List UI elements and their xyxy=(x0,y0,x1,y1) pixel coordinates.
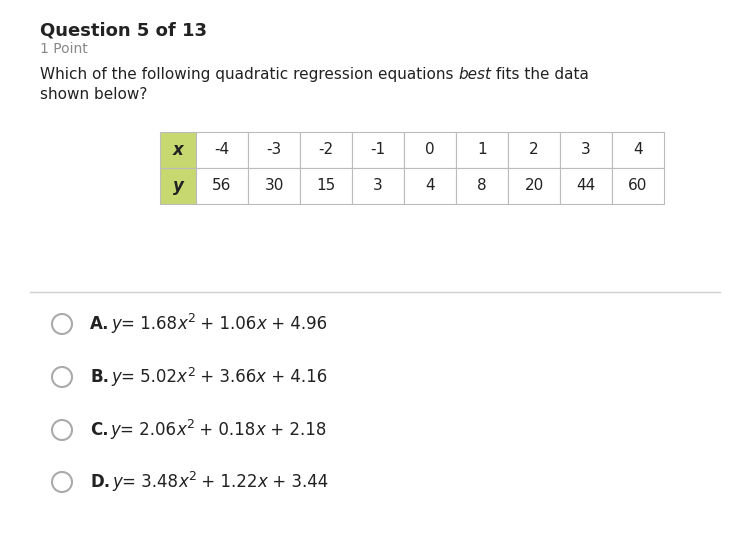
Text: -3: -3 xyxy=(266,142,282,157)
Text: D.: D. xyxy=(90,473,110,491)
Text: B.: B. xyxy=(90,368,109,386)
Text: Which of the following quadratic regression equations: Which of the following quadratic regress… xyxy=(40,67,458,82)
FancyBboxPatch shape xyxy=(612,132,664,168)
FancyBboxPatch shape xyxy=(300,132,352,168)
FancyBboxPatch shape xyxy=(404,132,456,168)
Text: 2: 2 xyxy=(188,470,196,484)
Text: 4: 4 xyxy=(633,142,643,157)
Text: + 1.22: + 1.22 xyxy=(196,473,257,491)
Text: 1 Point: 1 Point xyxy=(40,42,88,56)
FancyBboxPatch shape xyxy=(160,132,196,168)
Text: 2: 2 xyxy=(187,365,195,379)
Text: + 2.18: + 2.18 xyxy=(266,421,327,439)
Text: x: x xyxy=(178,473,188,491)
Text: shown below?: shown below? xyxy=(40,87,147,102)
Text: x: x xyxy=(256,315,266,333)
Text: 4: 4 xyxy=(425,178,435,194)
FancyBboxPatch shape xyxy=(508,132,560,168)
FancyBboxPatch shape xyxy=(160,168,196,204)
Text: + 0.18: + 0.18 xyxy=(194,421,256,439)
FancyBboxPatch shape xyxy=(196,168,248,204)
Text: = 3.48: = 3.48 xyxy=(122,473,178,491)
Text: x: x xyxy=(172,141,183,159)
FancyBboxPatch shape xyxy=(508,168,560,204)
Text: C.: C. xyxy=(90,421,109,439)
Text: best: best xyxy=(458,67,491,82)
FancyBboxPatch shape xyxy=(456,132,508,168)
Text: x: x xyxy=(177,368,187,386)
Text: 56: 56 xyxy=(212,178,232,194)
Text: fits the data: fits the data xyxy=(491,67,590,82)
FancyBboxPatch shape xyxy=(560,168,612,204)
Text: 44: 44 xyxy=(576,178,596,194)
Text: 30: 30 xyxy=(264,178,284,194)
Text: + 3.66: + 3.66 xyxy=(195,368,256,386)
FancyBboxPatch shape xyxy=(352,168,404,204)
Text: 60: 60 xyxy=(628,178,648,194)
FancyBboxPatch shape xyxy=(300,168,352,204)
FancyBboxPatch shape xyxy=(560,132,612,168)
Text: = 1.68: = 1.68 xyxy=(122,315,177,333)
Text: A.: A. xyxy=(90,315,110,333)
Text: y: y xyxy=(112,315,122,333)
Text: x: x xyxy=(177,315,188,333)
Text: 3: 3 xyxy=(374,178,382,194)
FancyBboxPatch shape xyxy=(352,132,404,168)
Text: 1: 1 xyxy=(477,142,487,157)
Text: x: x xyxy=(256,421,266,439)
FancyBboxPatch shape xyxy=(404,168,456,204)
Text: Question 5 of 13: Question 5 of 13 xyxy=(40,22,207,40)
Text: -4: -4 xyxy=(214,142,230,157)
Text: = 2.06: = 2.06 xyxy=(121,421,176,439)
Text: 2: 2 xyxy=(188,312,195,326)
Text: y: y xyxy=(111,368,121,386)
Text: x: x xyxy=(176,421,186,439)
Text: + 1.06: + 1.06 xyxy=(195,315,256,333)
Text: 2: 2 xyxy=(186,418,194,432)
Text: y: y xyxy=(112,473,122,491)
Text: + 4.96: + 4.96 xyxy=(266,315,327,333)
Text: 15: 15 xyxy=(316,178,336,194)
Text: 2: 2 xyxy=(530,142,538,157)
Text: = 5.02: = 5.02 xyxy=(121,368,177,386)
Text: + 4.16: + 4.16 xyxy=(266,368,327,386)
Text: 8: 8 xyxy=(477,178,487,194)
Text: -1: -1 xyxy=(370,142,386,157)
Text: y: y xyxy=(172,177,184,195)
FancyBboxPatch shape xyxy=(456,168,508,204)
Text: + 3.44: + 3.44 xyxy=(267,473,328,491)
FancyBboxPatch shape xyxy=(196,132,248,168)
Text: x: x xyxy=(256,368,266,386)
Text: 0: 0 xyxy=(425,142,435,157)
Text: y: y xyxy=(111,421,121,439)
FancyBboxPatch shape xyxy=(612,168,664,204)
FancyBboxPatch shape xyxy=(248,132,300,168)
Text: -2: -2 xyxy=(319,142,334,157)
Text: 3: 3 xyxy=(581,142,591,157)
FancyBboxPatch shape xyxy=(248,168,300,204)
Text: 20: 20 xyxy=(524,178,544,194)
Text: x: x xyxy=(257,473,267,491)
